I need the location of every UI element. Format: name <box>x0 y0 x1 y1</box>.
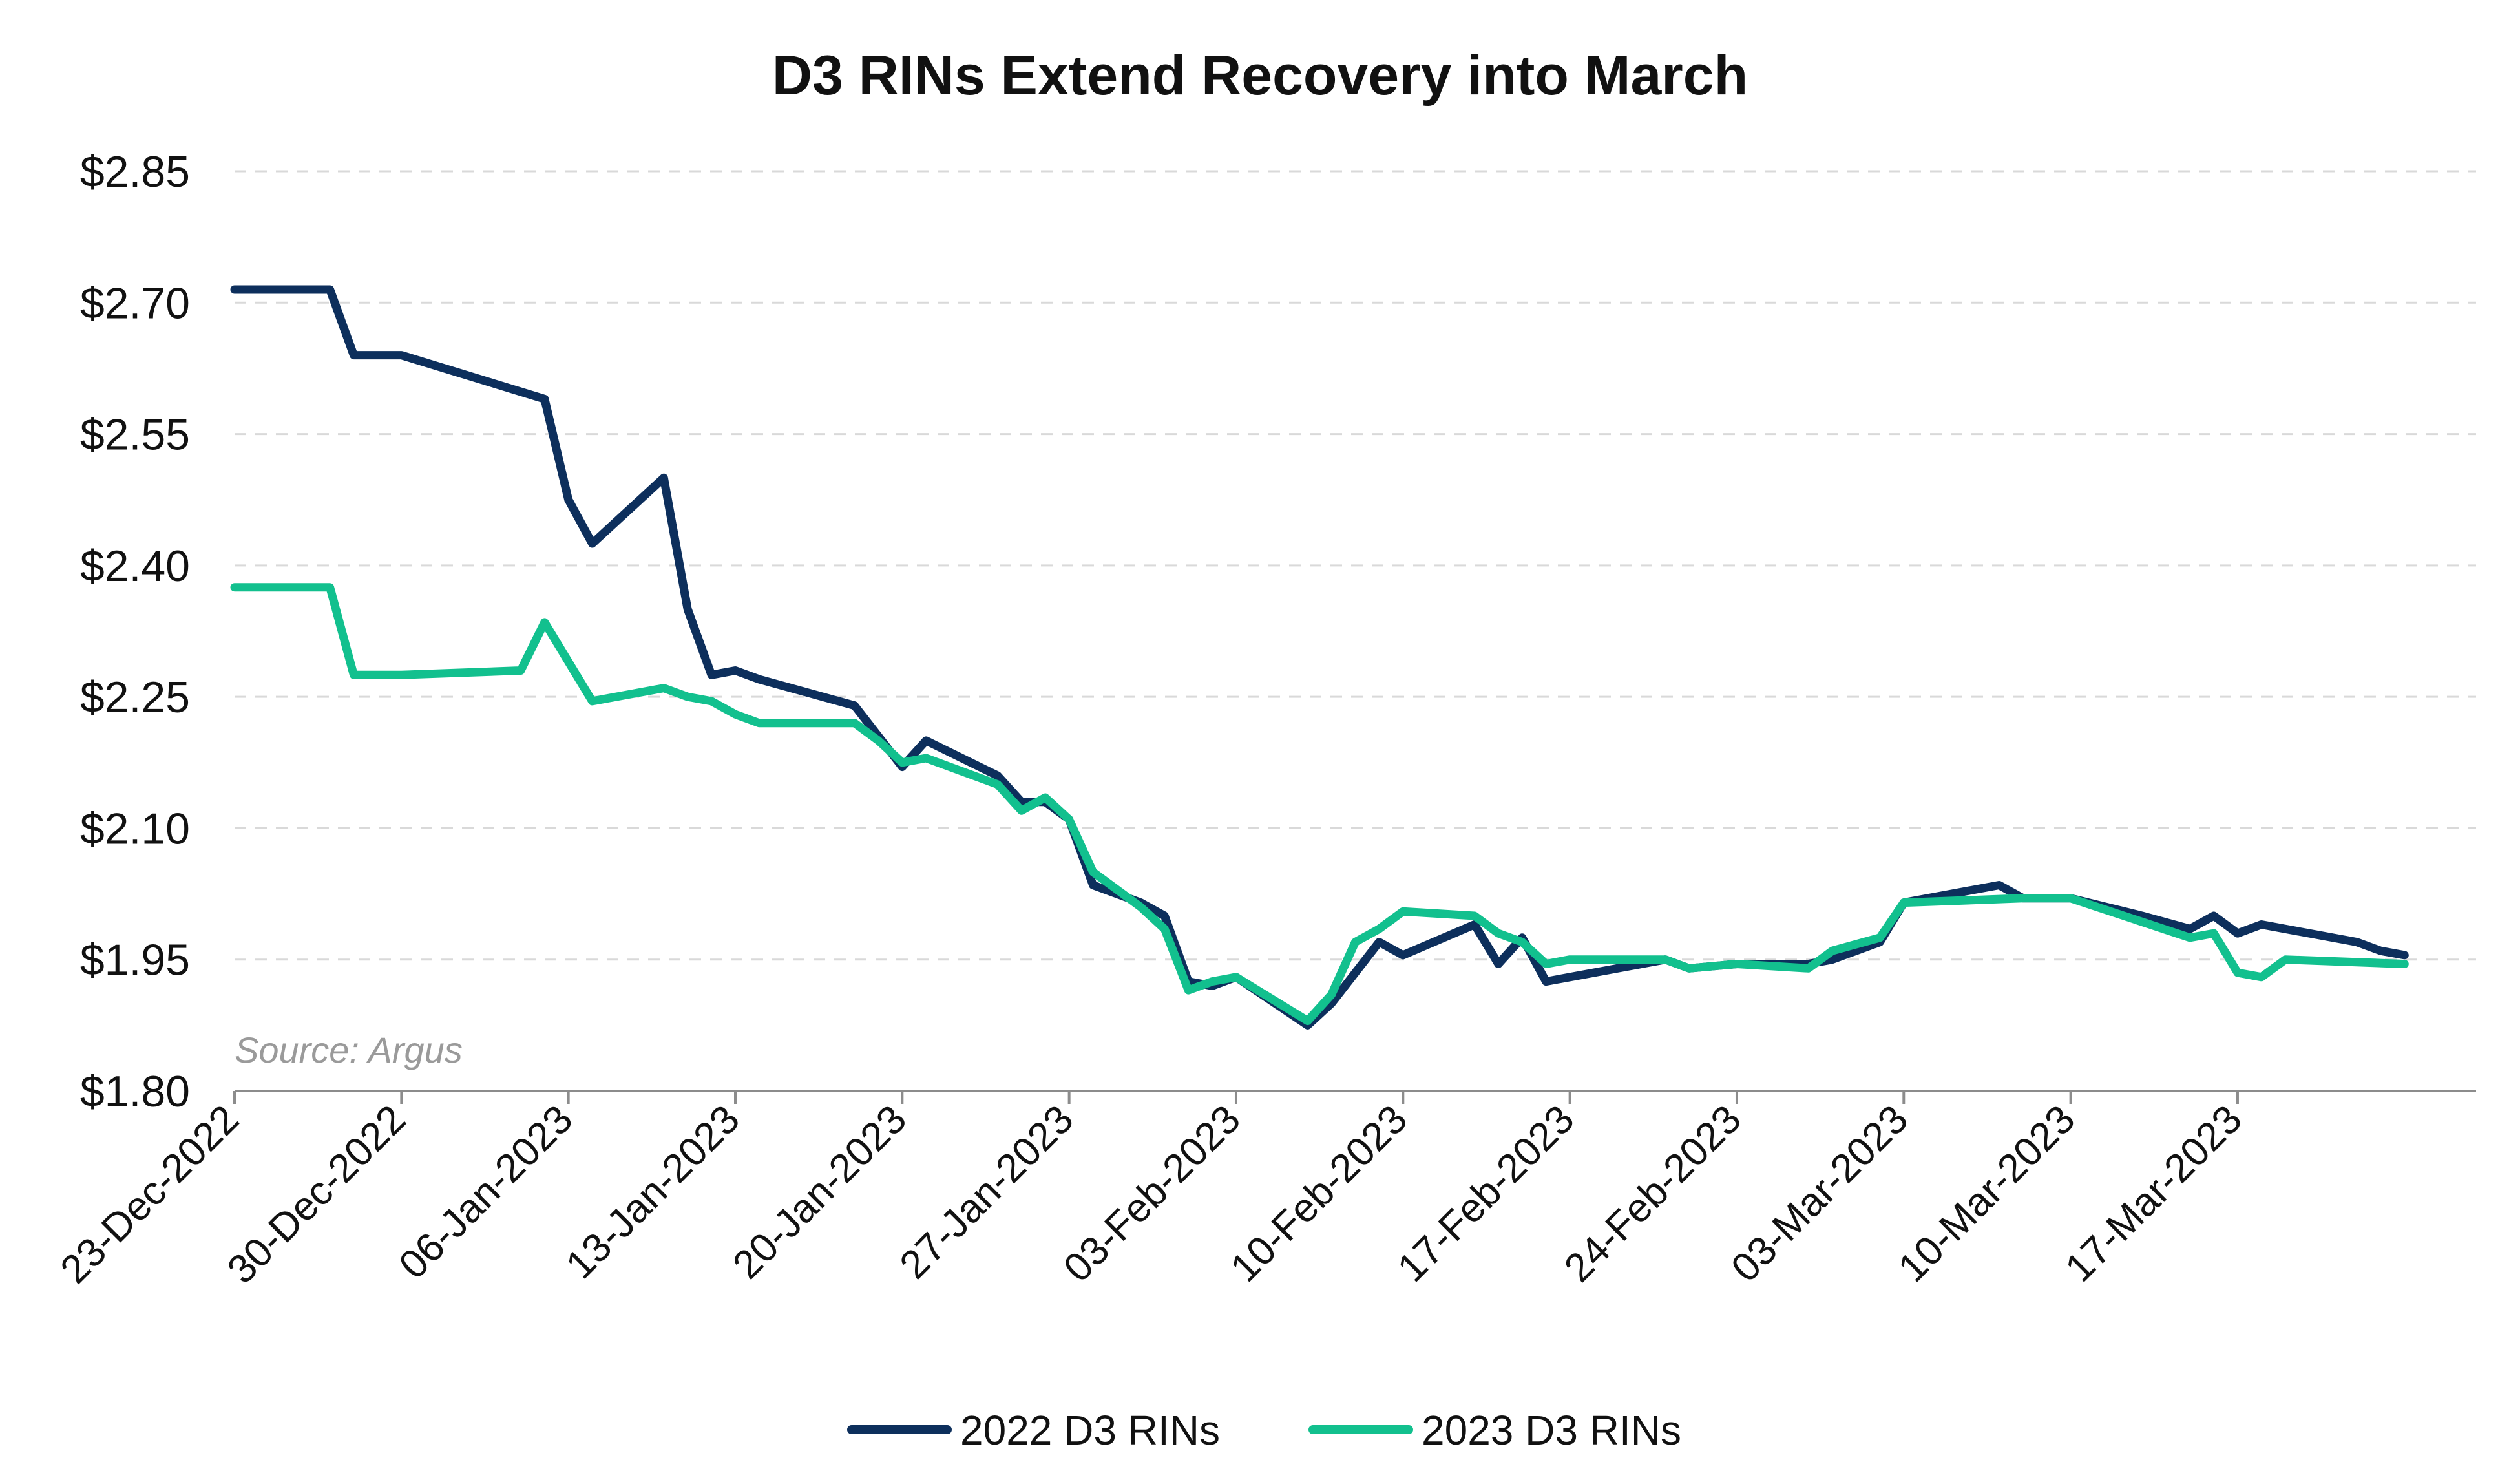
source-note: Source: Argus <box>235 1030 463 1070</box>
y-tick-label: $2.85 <box>80 147 190 196</box>
x-tick-label: 27-Jan-2023 <box>892 1097 1082 1287</box>
x-tick-label: 10-Feb-2023 <box>1222 1097 1416 1291</box>
x-tick-label: 13-Jan-2023 <box>558 1097 748 1287</box>
x-tick-label: 30-Dec-2022 <box>219 1097 414 1292</box>
y-tick-label: $2.25 <box>80 673 190 722</box>
x-tick-label: 03-Feb-2023 <box>1055 1097 1249 1291</box>
y-tick-label: $2.55 <box>80 410 190 460</box>
legend: 2022 D3 RINs 2023 D3 RINs <box>847 1407 1681 1454</box>
y-tick-label: $2.70 <box>80 279 190 328</box>
gridlines <box>235 170 2476 961</box>
x-tick-label: 20-Jan-2023 <box>724 1097 915 1287</box>
x-tick-label: 10-Mar-2023 <box>1890 1097 2084 1291</box>
x-tick-label: 24-Feb-2023 <box>1556 1097 1750 1291</box>
series-lines <box>230 285 2409 1030</box>
x-tick-label: 17-Mar-2023 <box>2057 1097 2251 1291</box>
y-axis-ticks: $1.80 $1.95 $2.10 $2.25 $2.40 $2.55 $2.70 $2.85 <box>80 147 190 1116</box>
x-axis-ticks: 23-Dec-202230-Dec-202206-Jan-202313-Jan-… <box>52 1091 2251 1292</box>
legend-label-2: 2023 D3 RINs <box>1422 1407 1681 1454</box>
chart-title: D3 RINs Extend Recovery into March <box>772 45 1748 107</box>
x-tick-label: 17-Feb-2023 <box>1389 1097 1583 1291</box>
series-line-2 <box>230 583 2409 1026</box>
series-line-1 <box>230 285 2409 1030</box>
y-tick-label: $1.80 <box>80 1067 190 1116</box>
x-tick-label: 06-Jan-2023 <box>391 1097 582 1287</box>
x-tick-label: 03-Mar-2023 <box>1723 1097 1916 1291</box>
y-tick-label: $1.95 <box>80 936 190 985</box>
x-tick-label: 23-Dec-2022 <box>52 1097 247 1292</box>
y-tick-label: $2.40 <box>80 542 190 591</box>
y-tick-label: $2.10 <box>80 804 190 853</box>
legend-label-1: 2022 D3 RINs <box>960 1407 1220 1454</box>
